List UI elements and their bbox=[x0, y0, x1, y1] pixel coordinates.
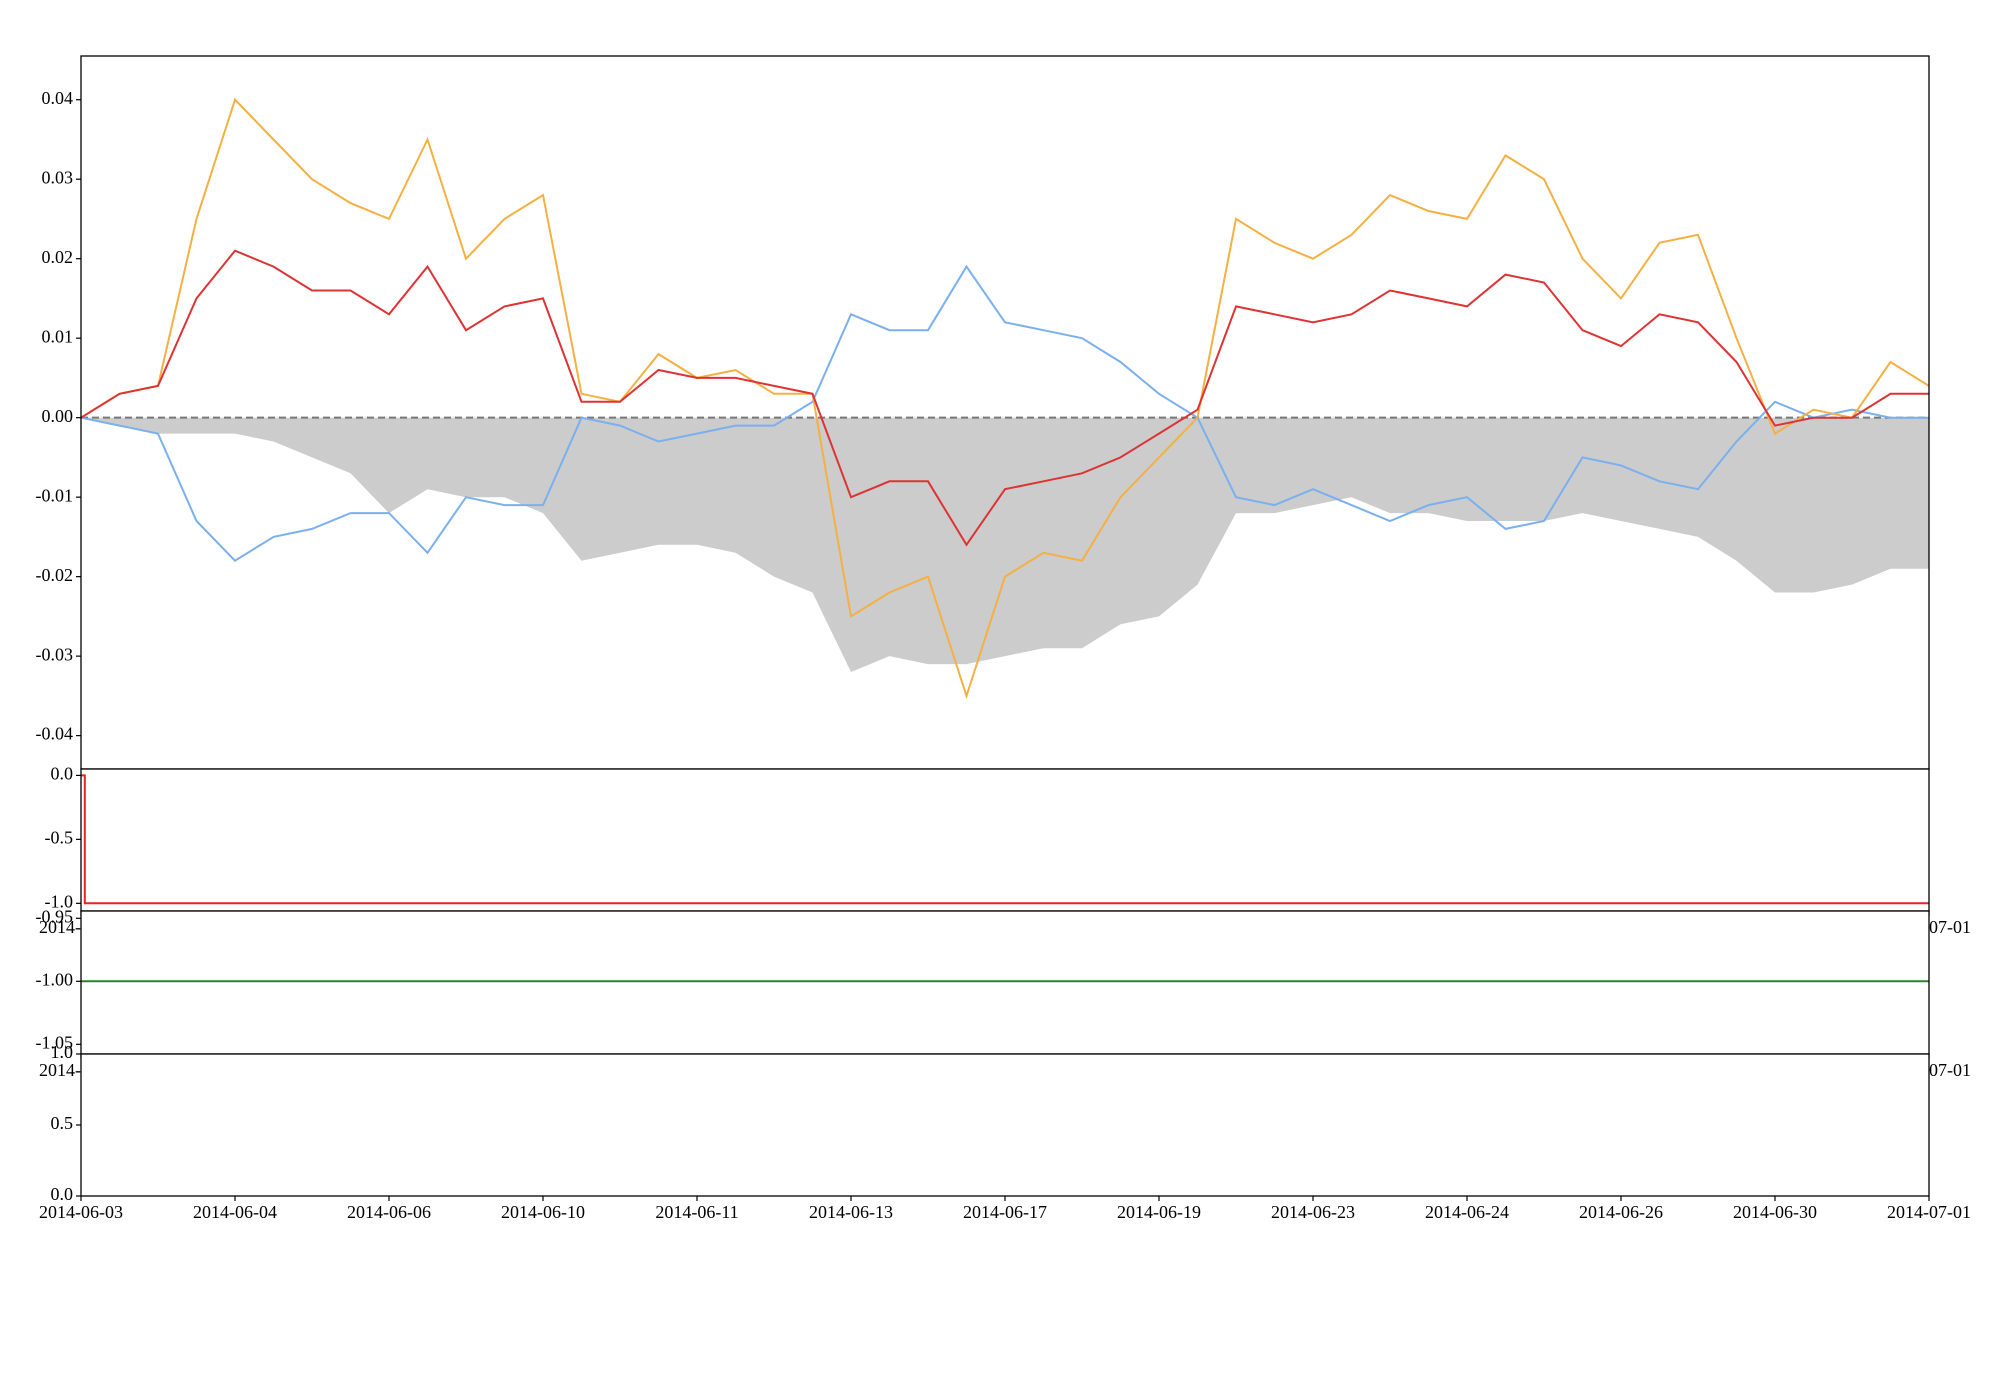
y-tick-label: -0.02 bbox=[36, 565, 74, 585]
line bbox=[80, 264, 1929, 562]
y-tick-label: -0.04 bbox=[36, 724, 74, 744]
panel-background bbox=[81, 911, 1929, 1054]
y-tick-label: -0.95 bbox=[36, 906, 74, 926]
x-tick-label: 2014-06-24 bbox=[1425, 1202, 1509, 1222]
x-tick-label: 2014-06-03 bbox=[39, 1202, 123, 1222]
panel-background bbox=[81, 769, 1929, 911]
y-tick-label: 0.0 bbox=[51, 1184, 74, 1204]
y-tick-label: 0.00 bbox=[42, 406, 74, 426]
panel-background bbox=[81, 56, 1929, 769]
y-tick-label: 0.02 bbox=[42, 247, 74, 267]
x-tick-label: 2014-06-19 bbox=[1117, 1202, 1201, 1222]
x-tick-label: 2014-06-10 bbox=[501, 1202, 585, 1222]
y-tick-label: 0.03 bbox=[42, 167, 74, 187]
y-tick-label: -0.01 bbox=[36, 485, 74, 505]
x-tick-label: 2014-06-04 bbox=[193, 1202, 277, 1222]
x-tick-label: 2014-06-13 bbox=[809, 1202, 893, 1222]
y-tick-label: -0.5 bbox=[45, 827, 74, 847]
x-tick-label: 2014-06-06 bbox=[347, 1202, 431, 1222]
y-tick-label: -0.03 bbox=[36, 644, 74, 664]
y-tick-label: 0.0 bbox=[51, 764, 74, 784]
y-tick-label: 1.0 bbox=[51, 1042, 74, 1062]
x-tick-label: 2014-07-01 bbox=[1887, 1202, 1971, 1222]
x-tick-label: 2014-06-11 bbox=[655, 1202, 738, 1222]
x-tick-label: 2014-06-26 bbox=[1579, 1202, 1663, 1222]
x-tick-label: 2014-06-23 bbox=[1271, 1202, 1355, 1222]
x-tick-label: 2014-06-17 bbox=[963, 1202, 1047, 1222]
y-tick-label: -1.05 bbox=[36, 1032, 74, 1052]
y-tick-label: 0.5 bbox=[51, 1113, 74, 1133]
panel-background bbox=[81, 1054, 1929, 1196]
y-tick-label: -1.0 bbox=[45, 891, 74, 911]
y-tick-label: 0.04 bbox=[42, 88, 74, 108]
y-tick-label: -1.00 bbox=[36, 969, 74, 989]
line bbox=[80, 249, 1929, 547]
line bbox=[81, 774, 1929, 905]
area bbox=[81, 417, 1929, 672]
y-tick-label: 0.01 bbox=[42, 326, 74, 346]
x-tick-label: 2014-06-30 bbox=[1733, 1202, 1817, 1222]
line bbox=[80, 97, 1930, 700]
